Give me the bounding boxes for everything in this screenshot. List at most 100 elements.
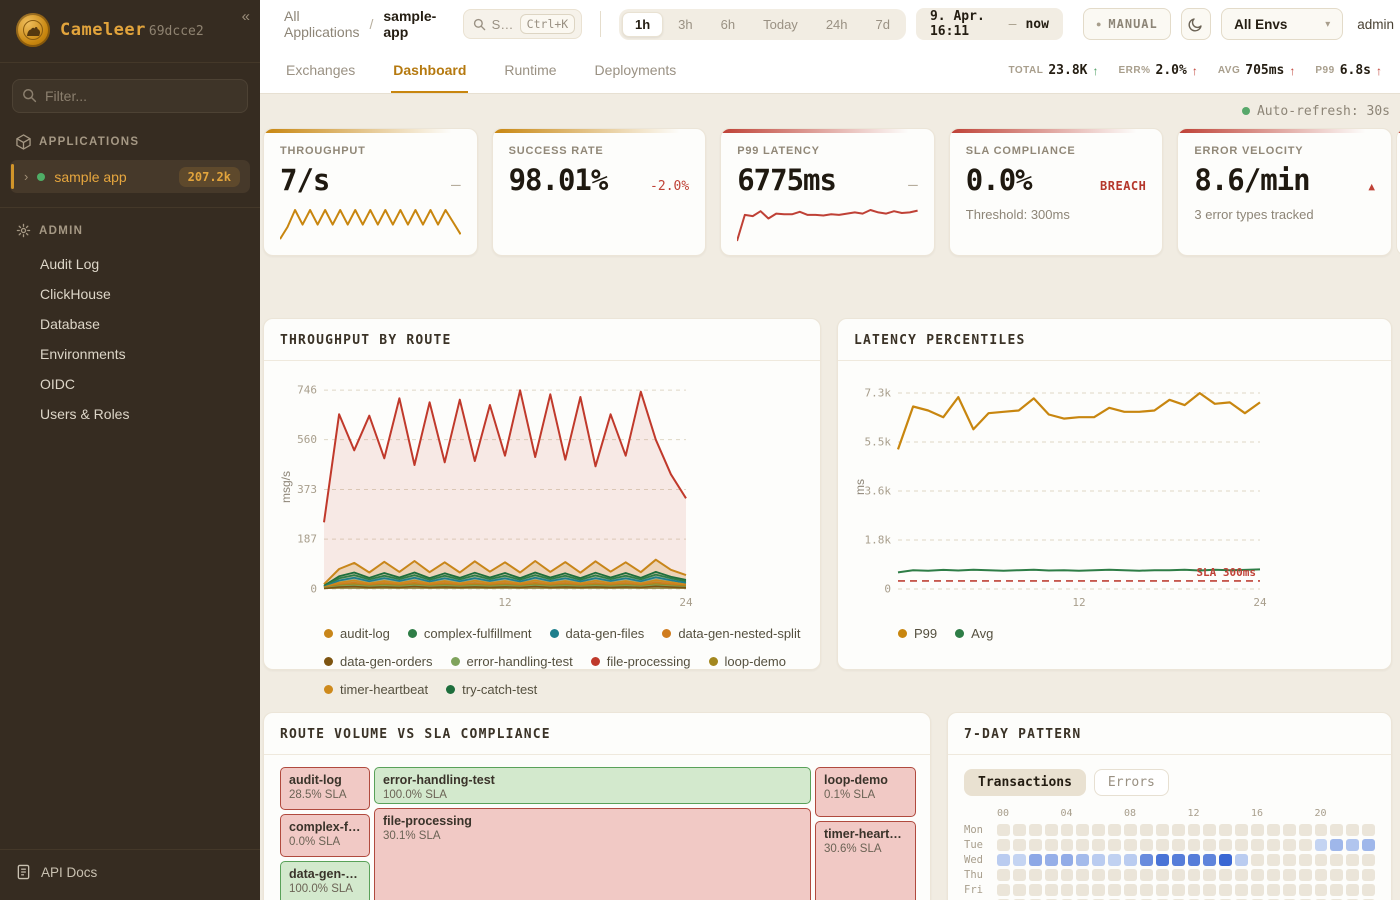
sidebar-item-clickhouse[interactable]: ClickHouse xyxy=(40,286,111,302)
moon-icon xyxy=(1188,17,1203,32)
heatmap-hour-label xyxy=(1235,808,1248,821)
treemap-box-complex-fulfillment[interactable]: complex-fulfillment 0.0% SLA xyxy=(280,814,370,857)
tabs-bar: Exchanges Dashboard Runtime Deployments TOT… xyxy=(260,48,1400,94)
heatmap-cell xyxy=(1155,854,1169,866)
heatmap-cell xyxy=(1028,854,1042,866)
treemap-box-error-handling-test[interactable]: error-handling-test 100.0% SLA xyxy=(374,767,811,804)
sidebar-collapse-button[interactable]: « xyxy=(241,8,250,25)
heatmap-cell xyxy=(1346,869,1360,881)
kpi-label: SUCCESS RATE xyxy=(508,145,604,157)
heatmap-cell xyxy=(1012,869,1026,881)
kpi-card-partial xyxy=(1396,128,1400,256)
heatmap-cell xyxy=(1219,884,1233,896)
heatmap-cell xyxy=(1187,839,1201,851)
heatmap-cell xyxy=(1362,839,1375,851)
treemap-sla-value: 28.5% SLA xyxy=(289,789,347,801)
user-menu[interactable]: admin xyxy=(1357,16,1394,32)
legend-dot-icon xyxy=(955,629,965,638)
kpi-value: 7/s xyxy=(280,163,330,197)
trend-arrow-icon: ↑ xyxy=(1191,63,1198,78)
applications-section-label: APPLICATIONS xyxy=(0,119,260,159)
toggle-transactions[interactable]: Transactions xyxy=(964,769,1086,796)
autorefresh-status: Auto-refresh: 30s xyxy=(263,94,1392,128)
range-3h[interactable]: 3h xyxy=(665,12,705,37)
toggle-errors[interactable]: Errors xyxy=(1093,769,1169,796)
heatmap-cell xyxy=(1203,869,1217,881)
legend-item-p99: P99 xyxy=(898,626,937,641)
heatmap-cell xyxy=(1266,854,1280,866)
tab-dashboard[interactable]: Dashboard xyxy=(391,48,469,93)
range-24h[interactable]: 24h xyxy=(813,12,861,37)
env-select[interactable]: All Envs ▾ xyxy=(1221,8,1344,40)
sidebar-item-api-docs[interactable]: API Docs xyxy=(0,850,260,900)
heatmap-cell xyxy=(1108,824,1121,836)
legend-dot-icon xyxy=(662,629,672,638)
sidebar-item-environments[interactable]: Environments xyxy=(40,346,126,362)
range-7d[interactable]: 7d xyxy=(863,12,903,37)
heatmap-hour-label xyxy=(1156,808,1169,821)
filter-input[interactable] xyxy=(12,79,248,113)
mini-stat-value: 2.0% xyxy=(1155,63,1187,78)
heatmap-cell xyxy=(1171,869,1185,881)
heatmap-cell xyxy=(997,869,1010,881)
sidebar-item-sample-app[interactable]: › sample app 207.2k xyxy=(10,160,250,193)
breadcrumb-root[interactable]: All Applications xyxy=(284,8,360,40)
heatmap-cell xyxy=(997,824,1010,836)
global-search[interactable]: Ctrl+K xyxy=(462,9,583,39)
mini-stats: TOTAL 23.8K ↑ ERR% 2.0% ↑ AVG 705ms ↑ P99 6.8s ↑ xyxy=(1008,48,1384,93)
range-6h[interactable]: 6h xyxy=(708,12,748,37)
sla-treemap: audit-log 28.5% SLA complex-fulfillment 0.0… xyxy=(280,767,916,900)
heatmap-corner xyxy=(964,808,994,821)
brand-version: 69dcce2 xyxy=(148,24,204,39)
tab-runtime[interactable]: Runtime xyxy=(504,61,557,78)
range-today[interactable]: Today xyxy=(750,12,811,37)
range-1h[interactable]: 1h xyxy=(622,11,664,37)
chevron-right-icon[interactable]: › xyxy=(24,169,29,184)
legend-label: file-processing xyxy=(606,654,691,669)
heatmap-cell xyxy=(1060,824,1074,836)
treemap-box-timer-heartbeat[interactable]: timer-heartbeat 30.6% SLA xyxy=(815,821,916,900)
legend-label: timer-heartbeat xyxy=(340,682,429,697)
treemap-box-loop-demo[interactable]: loop-demo 0.1% SLA xyxy=(815,767,916,817)
sidebar-item-oidc[interactable]: OIDC xyxy=(40,376,75,392)
main-area: All Applications / sample-app Ctrl+K 1h3… xyxy=(260,0,1400,900)
sidebar-item-database[interactable]: Database xyxy=(40,316,100,332)
treemap-sla-value: 30.6% SLA xyxy=(824,843,882,855)
heatmap-hour-label xyxy=(1203,808,1216,821)
heatmap-row-mon: Mon xyxy=(964,824,1375,836)
treemap-box-audit-log[interactable]: audit-log 28.5% SLA xyxy=(280,767,370,810)
heatmap-hour-label: 12 xyxy=(1187,808,1200,819)
kpi-sparkline xyxy=(280,205,461,247)
heatmap-cell xyxy=(1251,824,1264,836)
heatmap-cell xyxy=(1219,824,1233,836)
heatmap-cell xyxy=(1076,884,1090,896)
tab-exchanges[interactable]: Exchanges xyxy=(286,61,356,78)
heatmap-cell xyxy=(1362,854,1375,866)
sidebar-item-audit-log[interactable]: Audit Log xyxy=(40,256,100,272)
trend-arrow-icon: ↑ xyxy=(1092,63,1099,78)
latency-percentiles-card: LATENCY PERCENTILES 0 1.8k 3.6k 5.5k 7.3k 12 2… xyxy=(837,318,1392,670)
legend-label: Avg xyxy=(971,626,994,641)
tab-deployments[interactable]: Deployments xyxy=(594,61,677,78)
heatmap-cell xyxy=(1266,839,1280,851)
kpi-card-throughput: THROUGHPUT 7/s – xyxy=(263,128,478,256)
kpi-label: SLA COMPLIANCE xyxy=(965,145,1076,157)
svg-text:0: 0 xyxy=(884,583,891,596)
card-title: 7-DAY PATTERN xyxy=(948,713,1391,755)
legend-item-complex-fulfillment: complex-fulfillment xyxy=(407,626,532,641)
treemap-box-file-processing[interactable]: file-processing 30.1% SLA xyxy=(374,808,811,900)
heatmap-cell xyxy=(1346,854,1360,866)
date-range-picker[interactable]: 9. Apr. 16:11 – now xyxy=(915,8,1063,40)
heatmap-cell xyxy=(1108,869,1121,881)
brand: Cameleer 69dcce2 xyxy=(60,20,204,40)
heatmap-hour-label: 16 xyxy=(1251,808,1264,819)
sidebar-item-users-roles[interactable]: Users & Roles xyxy=(40,406,130,422)
heatmap-hour-label xyxy=(1029,808,1042,821)
treemap-box-data-gen-files[interactable]: data-gen-files 100.0% SLA xyxy=(280,861,370,900)
search-shortcut-badge: Ctrl+K xyxy=(519,14,576,34)
search-input[interactable] xyxy=(491,16,514,32)
heatmap-cell xyxy=(1219,854,1233,866)
dark-mode-toggle[interactable] xyxy=(1180,8,1212,40)
manual-refresh-button[interactable]: ● MANUAL xyxy=(1082,8,1171,40)
autorefresh-label: Auto-refresh: 30s xyxy=(1256,103,1390,119)
